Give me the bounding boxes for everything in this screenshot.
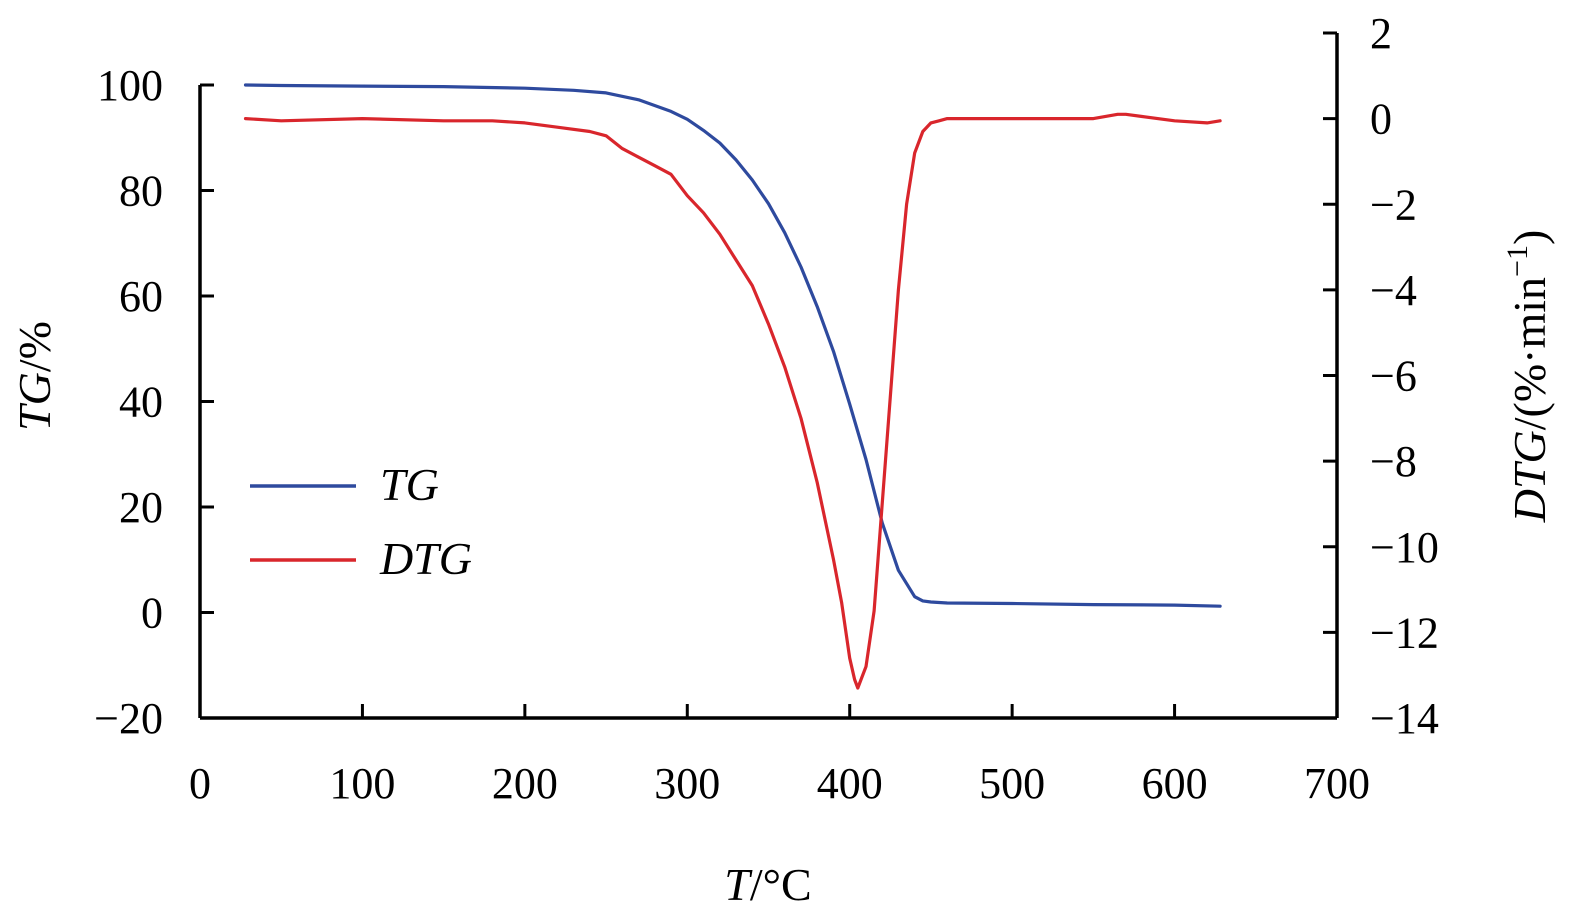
x-tick-label: 200 bbox=[492, 759, 558, 808]
left-y-tick-label: 0 bbox=[141, 589, 163, 638]
left-y-axis-title-unit: /% bbox=[9, 321, 60, 372]
right-y-axis-title-symbol: DTG bbox=[1504, 430, 1555, 523]
right-y-tick-label: 2 bbox=[1370, 9, 1392, 58]
legend: TG DTG bbox=[250, 459, 472, 584]
left-y-tick-label: 40 bbox=[119, 378, 163, 427]
left-y-axis-title-symbol: TG bbox=[9, 372, 60, 431]
left-y-ticks: −20 0 20 40 60 80 100 bbox=[94, 61, 214, 743]
right-y-axis-title-unit: /(%·min bbox=[1504, 277, 1555, 430]
x-axis-title: T/°C bbox=[724, 859, 811, 910]
series-line-tg bbox=[243, 83, 1222, 608]
right-y-axis-title-close: ) bbox=[1504, 230, 1555, 245]
right-y-axis-title-superscript: −1 bbox=[1501, 245, 1534, 277]
x-tick-label: 400 bbox=[817, 759, 883, 808]
series-layer bbox=[243, 83, 1222, 690]
left-y-tick-label: −20 bbox=[94, 694, 163, 743]
legend-label-dtg: DTG bbox=[379, 533, 472, 584]
right-y-tick-label: −10 bbox=[1370, 523, 1439, 572]
right-y-ticks: −14 −12 −10 −8 −6 −4 −2 0 2 bbox=[1323, 9, 1439, 743]
left-y-tick-label: 100 bbox=[97, 61, 163, 110]
x-tick-label: 600 bbox=[1142, 759, 1208, 808]
x-tick-label: 100 bbox=[329, 759, 395, 808]
left-y-tick-label: 80 bbox=[119, 167, 163, 216]
series-line-dtg bbox=[243, 112, 1222, 690]
x-axis-title-unit: /°C bbox=[750, 859, 812, 910]
right-y-axis-title: DTG/(%·min−1) bbox=[1501, 230, 1555, 524]
plot-area bbox=[198, 33, 1339, 720]
x-ticks: 0 100 200 300 400 500 600 700 bbox=[189, 704, 1370, 808]
right-y-tick-label: −8 bbox=[1370, 437, 1417, 486]
right-y-tick-label: −14 bbox=[1370, 694, 1439, 743]
right-y-tick-label: −12 bbox=[1370, 608, 1439, 657]
right-y-tick-label: 0 bbox=[1370, 95, 1392, 144]
right-y-tick-label: −4 bbox=[1370, 266, 1417, 315]
right-y-tick-label: −6 bbox=[1370, 352, 1417, 401]
x-tick-label: 300 bbox=[654, 759, 720, 808]
x-tick-label: 500 bbox=[979, 759, 1045, 808]
x-tick-label: 0 bbox=[189, 759, 211, 808]
legend-label-tg: TG bbox=[380, 459, 439, 510]
left-y-axis-title: TG/% bbox=[9, 321, 60, 431]
right-y-tick-label: −2 bbox=[1370, 180, 1417, 229]
left-y-tick-label: 60 bbox=[119, 272, 163, 321]
x-tick-label: 700 bbox=[1304, 759, 1370, 808]
left-y-tick-label: 20 bbox=[119, 483, 163, 532]
x-axis-title-symbol: T bbox=[724, 859, 753, 910]
